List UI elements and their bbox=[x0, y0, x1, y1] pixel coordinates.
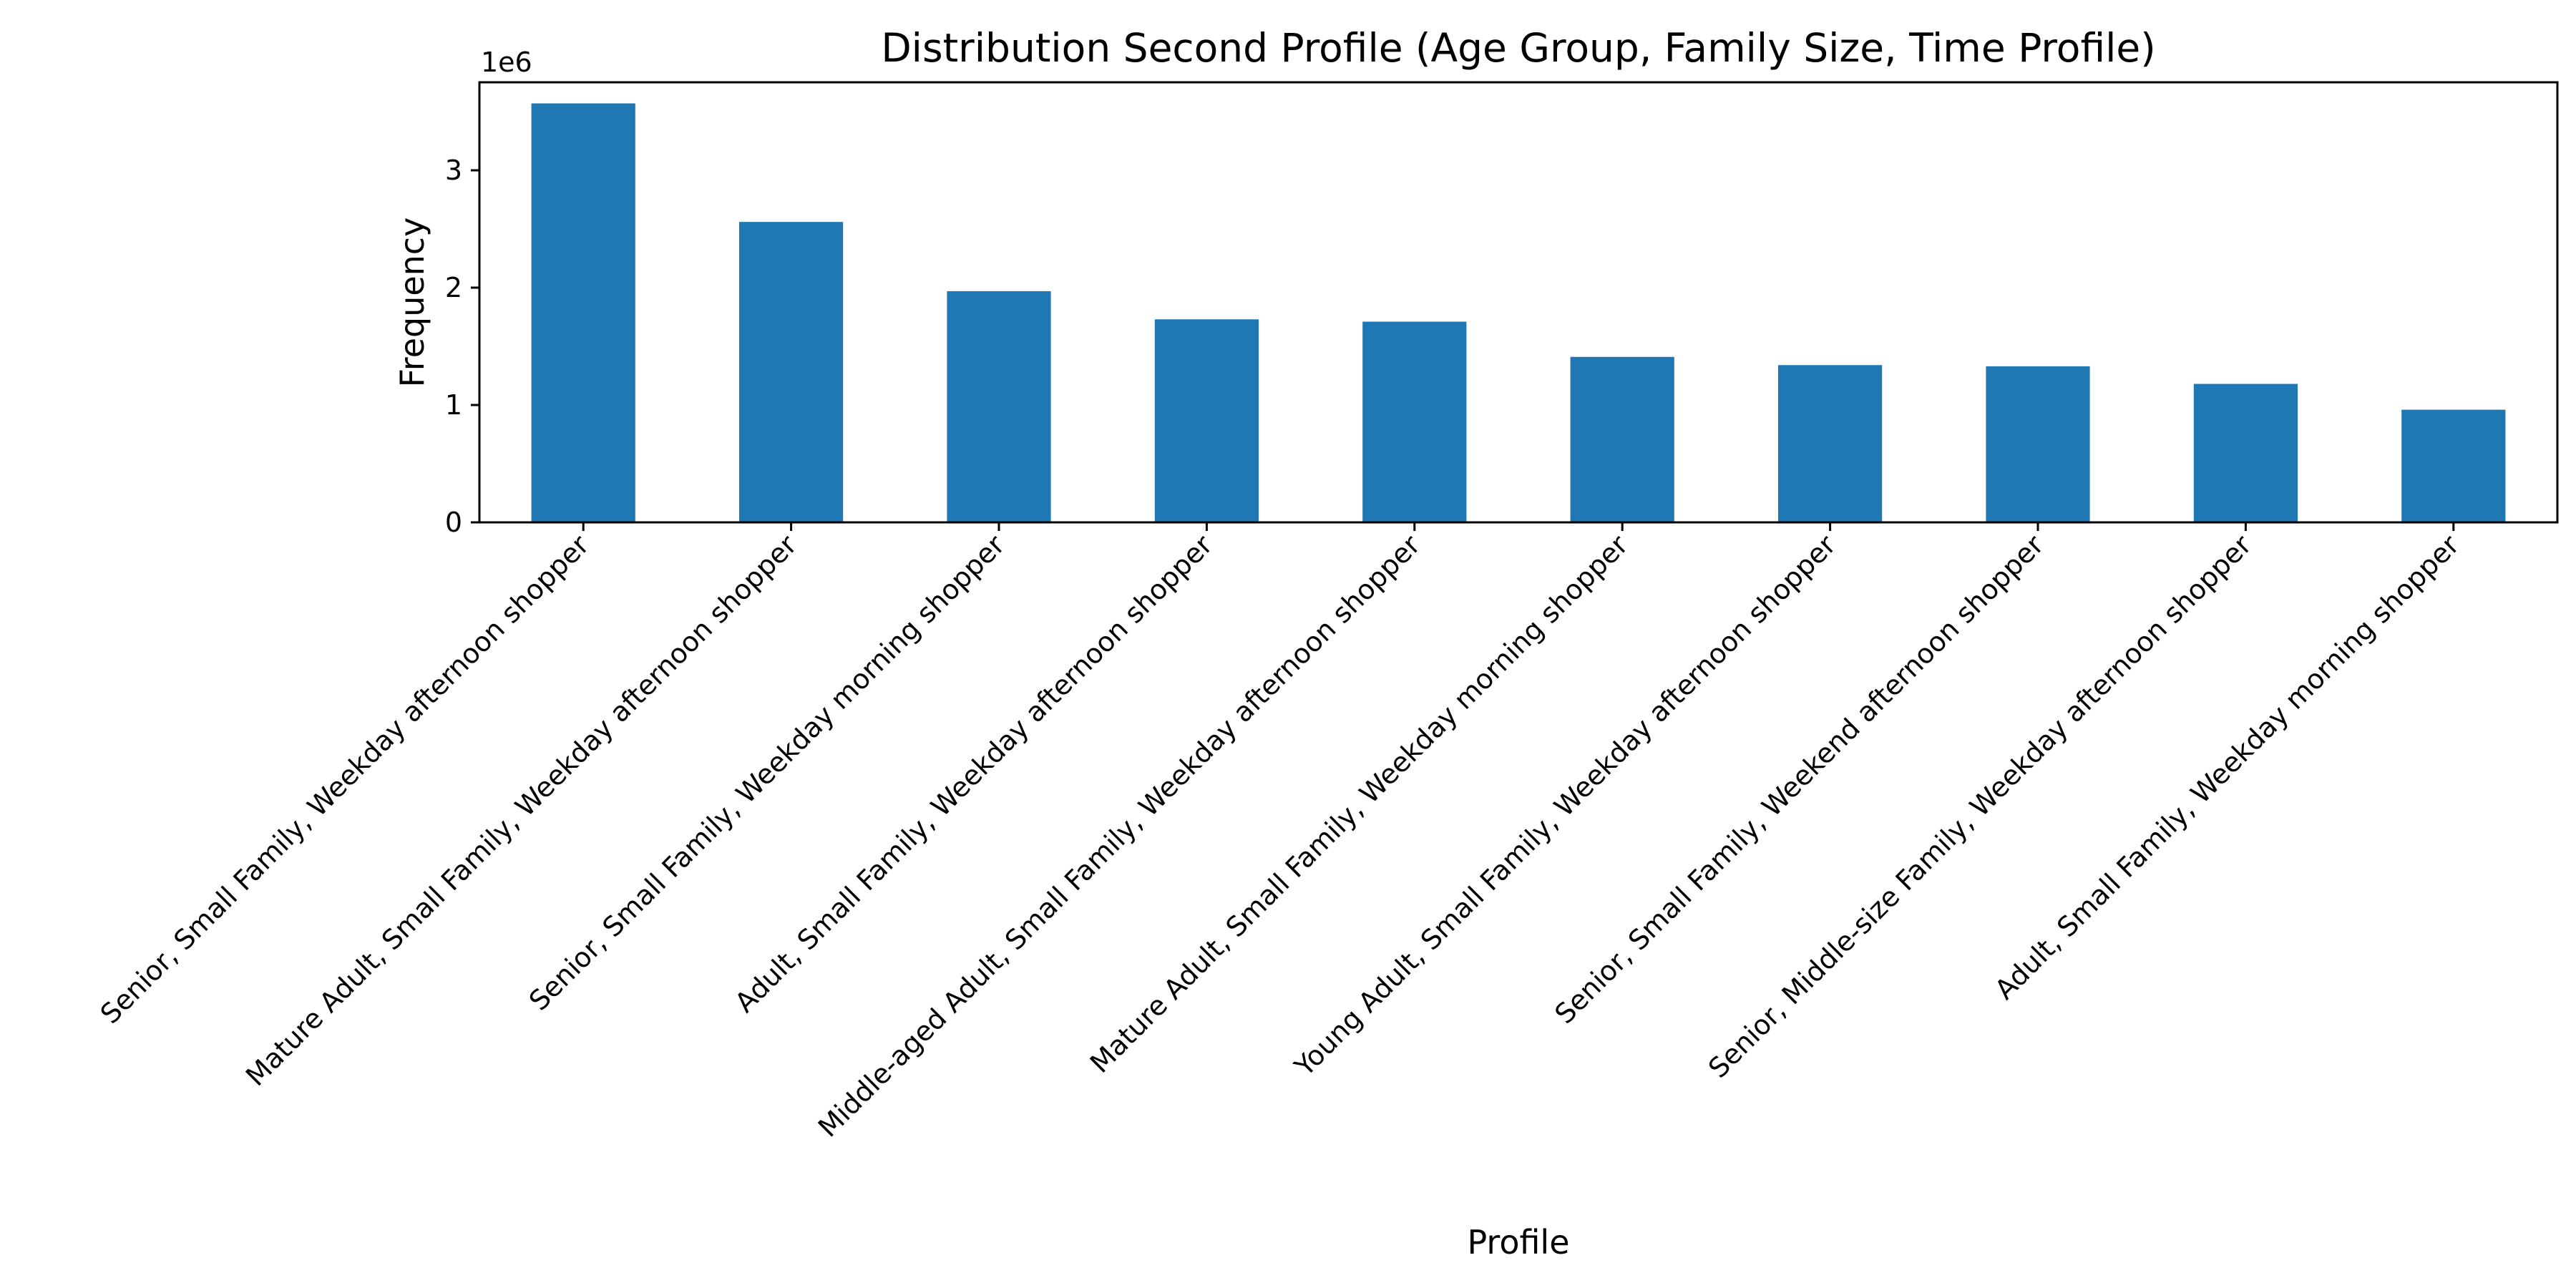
bar-9 bbox=[2193, 384, 2298, 522]
bar-5 bbox=[1362, 321, 1467, 522]
bar-6 bbox=[1570, 356, 1674, 522]
x-axis-label: Profile bbox=[1467, 1223, 1569, 1262]
chart-title: Distribution Second Profile (Age Group, … bbox=[881, 25, 2155, 71]
bar-4 bbox=[1154, 319, 1259, 522]
bars-group bbox=[531, 103, 2506, 522]
y-axis-label: Frequency bbox=[393, 218, 431, 388]
y-tick-label: 1 bbox=[445, 389, 462, 421]
y-axis: 0 1 2 3 bbox=[445, 155, 479, 538]
bar-2 bbox=[739, 222, 844, 522]
y-tick-label: 0 bbox=[445, 507, 462, 538]
plot-area-frame bbox=[478, 81, 2559, 524]
bar-7 bbox=[1778, 365, 1883, 522]
y-axis-offset-label: 1e6 bbox=[481, 47, 532, 78]
bar-8 bbox=[1986, 366, 2090, 522]
bar-3 bbox=[947, 291, 1051, 522]
y-tick-label: 3 bbox=[445, 155, 462, 186]
bar-1 bbox=[531, 103, 635, 522]
x-tick-label: Senior, Small Family, Weekend afternoon … bbox=[1548, 529, 2049, 1030]
x-axis: Senior, Small Family, Weekday afternoon … bbox=[94, 522, 2465, 1143]
x-tick-label: Senior, Small Family, Weekday morning sh… bbox=[523, 529, 1011, 1017]
x-tick-label: Adult, Small Family, Weekday afternoon s… bbox=[729, 529, 1219, 1018]
x-tick-label: Senior, Small Family, Weekday afternoon … bbox=[94, 529, 595, 1030]
y-tick-label: 2 bbox=[445, 272, 462, 303]
bar-10 bbox=[2401, 409, 2506, 522]
x-tick-label: Adult, Small Family, Weekday morning sho… bbox=[1989, 529, 2465, 1005]
